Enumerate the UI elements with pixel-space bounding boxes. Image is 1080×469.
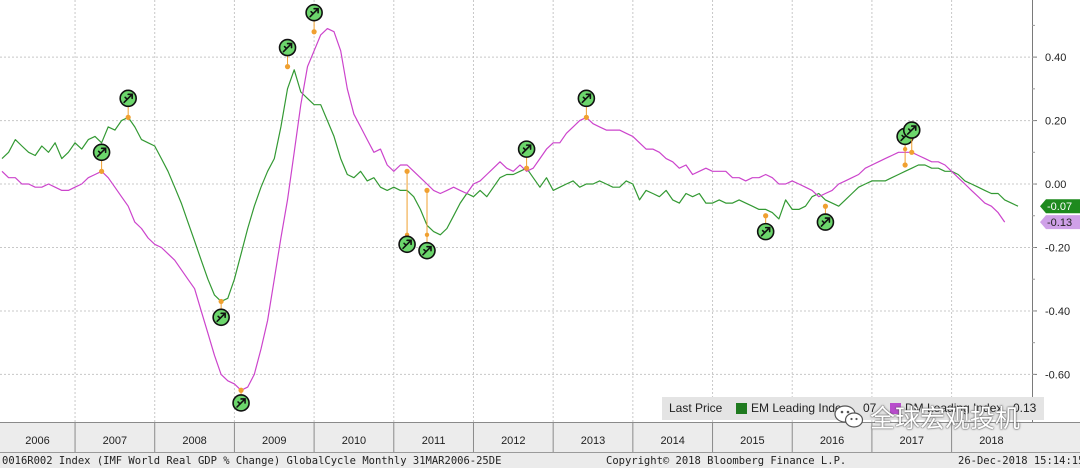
x-tick-label: 2015	[740, 435, 764, 447]
event-marker	[212, 298, 230, 327]
event-point	[311, 29, 317, 35]
x-tick-label: 2009	[262, 435, 286, 447]
event-point	[238, 387, 244, 393]
dm-last-value-tag-text: -0.13	[1047, 217, 1072, 229]
x-tick-label: 2018	[979, 435, 1003, 447]
event-point	[524, 165, 530, 171]
dm-last-value-tag: -0.13	[1040, 215, 1080, 230]
event-point	[902, 162, 908, 168]
event-marker	[232, 387, 250, 412]
event-icon-glyph	[760, 226, 771, 237]
event-point	[763, 213, 769, 219]
y-tick-label: -0.40	[1045, 306, 1070, 318]
legend-em-label: EM Leading Inde	[751, 401, 842, 415]
event-icon-glyph	[96, 147, 107, 158]
legend-em-value: 07	[863, 401, 877, 415]
x-tick-label: 2013	[581, 435, 605, 447]
event-icon-glyph	[236, 398, 246, 408]
watermark: 全球宏观投机	[834, 400, 1020, 434]
event-point	[424, 187, 430, 193]
event-point	[125, 114, 131, 120]
event-marker	[902, 121, 921, 155]
y-tick-label: -0.20	[1045, 242, 1070, 254]
legend-em-swatch	[736, 403, 747, 414]
event-point	[583, 114, 589, 120]
legend-dm-label: DM Leading Index	[905, 401, 1003, 415]
x-axis-bar	[0, 422, 1080, 452]
event-icon-glyph	[216, 312, 226, 323]
footer-bar: 0016R002 Index (IMF World Real GDP % Cha…	[0, 452, 1080, 468]
event-point	[822, 203, 829, 209]
grid	[0, 0, 1080, 452]
wechat-icon	[834, 404, 864, 430]
x-tick-label: 2012	[501, 435, 525, 447]
event-point	[284, 64, 291, 70]
legend-last-price: Last Price	[669, 401, 723, 415]
series-lines	[1, 28, 1019, 391]
watermark-text: 全球宏观投机	[870, 404, 1021, 433]
event-icon-glyph	[521, 144, 532, 154]
em-leading-index-line	[1, 69, 1019, 302]
plot-background	[0, 0, 1080, 452]
x-tick-label: 2014	[660, 435, 684, 447]
event-icon-glyph	[123, 93, 133, 104]
x-tick-label: 2011	[422, 435, 446, 447]
event-icon-glyph	[309, 7, 319, 18]
event-marker	[119, 89, 137, 120]
y-tick-label: 0.00	[1045, 179, 1066, 191]
y-tick-label: -0.60	[1045, 369, 1070, 381]
event-marker	[517, 140, 536, 171]
em-last-value-tag: -0.07	[1040, 199, 1080, 214]
footer-security: 0016R002 Index (IMF World Real GDP % Cha…	[2, 455, 502, 467]
event-marker	[92, 143, 111, 174]
x-tick-label: 2006	[25, 435, 49, 447]
legend-dm-swatch	[890, 403, 901, 414]
x-tick-label: 2007	[103, 435, 127, 447]
em-last-value-tag-shape	[1040, 199, 1080, 214]
event-marker	[577, 89, 596, 120]
footer-timestamp: 26-Dec-2018 15:14:15	[958, 455, 1080, 467]
axes: 0.40 0.20 0.00 -0.20 -0.40 -0.60 -0.07 -0.13 200…	[0, 0, 1080, 452]
legend-dm-value: 0.13	[1013, 401, 1037, 415]
event-point	[218, 298, 224, 305]
event-icon-glyph	[581, 93, 592, 104]
x-tick-label: 2008	[182, 435, 206, 447]
event-icon-glyph	[422, 245, 432, 256]
em-last-value-tag-text: -0.07	[1047, 201, 1072, 213]
event-marker	[756, 213, 775, 241]
event-markers	[92, 3, 921, 412]
event-marker	[398, 168, 416, 254]
y-tick-label: 0.40	[1045, 52, 1066, 64]
dm-last-value-tag-shape	[1040, 215, 1080, 230]
event-marker	[278, 38, 297, 70]
event-marker	[305, 3, 323, 35]
event-marker	[418, 187, 436, 260]
x-tick-label: 2010	[342, 435, 366, 447]
event-point	[424, 232, 430, 237]
event-point	[909, 149, 915, 155]
event-icon-glyph	[820, 217, 831, 227]
event-point	[902, 146, 908, 152]
event-point	[99, 168, 105, 174]
event-icon-glyph	[906, 125, 917, 135]
x-tick-label: 2017	[900, 435, 924, 447]
y-tick-label: 0.20	[1045, 116, 1066, 128]
event-icon-glyph	[282, 42, 293, 53]
event-icon-glyph	[402, 239, 412, 250]
footer-copyright: Copyright© 2018 Bloomberg Finance L.P.	[606, 455, 847, 467]
event-marker	[816, 203, 835, 231]
dm-leading-index-line	[1, 28, 1006, 391]
x-tick-label: 2016	[820, 435, 844, 447]
event-point	[404, 168, 410, 174]
